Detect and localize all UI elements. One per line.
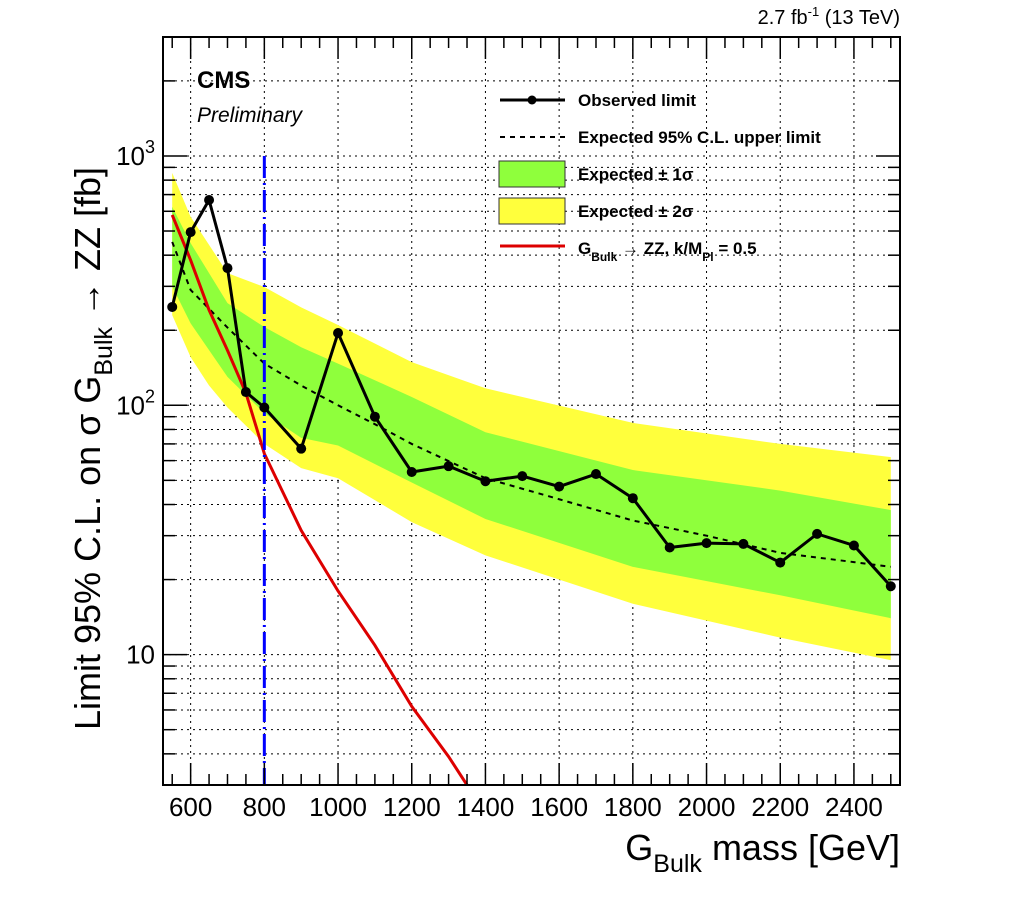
observed-point [296,443,307,454]
cms-label: CMS [197,67,250,94]
x-tick-label: 1200 [383,792,441,822]
observed-point [204,194,215,205]
observed-point [848,540,859,551]
svg-text:Expected ± 2σ: Expected ± 2σ [578,202,694,221]
observed-point [517,471,528,482]
preliminary-label: Preliminary [197,104,304,127]
observed-point [185,227,196,238]
observed-point [885,581,896,592]
x-tick-label: 1400 [457,792,515,822]
legend-band-1sigma: Expected ± 1σ [498,160,694,188]
lumi-label: 2.7 fb-1 (13 TeV) [758,4,900,29]
svg-text:GBulk → ZZ, k/MPl = 0.5: GBulk → ZZ, k/MPl = 0.5 [578,239,757,264]
legend-theory: GBulk → ZZ, k/MPl = 0.5 [500,239,757,264]
observed-point [775,557,786,568]
y-tick-label: 103 [116,137,155,171]
plot-frame [162,36,901,786]
tick-labels: 600 800 1000 1200 1400 1600 1800 2000 2200 2400 10… [116,137,883,822]
observed-point [167,301,178,312]
legend-observed: Observed limit [500,91,696,110]
bands [172,172,891,661]
observed-point [333,327,344,338]
observed-point [590,469,601,480]
legend-expected: Expected 95% C.L. upper limit [500,128,821,147]
theory-line [170,214,469,786]
x-axis-label: GBulk mass [GeV] [625,827,900,878]
expected-line [171,241,891,568]
observed-point [480,476,491,487]
observed-point [259,402,270,413]
observed-point [240,387,251,398]
axes-frame [162,36,901,786]
svg-text:Expected ± 1σ: Expected ± 1σ [578,165,694,184]
x-tick-label: 800 [243,792,286,822]
observed-point [443,461,454,472]
svg-text:Expected 95% C.L. upper limit: Expected 95% C.L. upper limit [578,128,821,147]
observed-point [554,481,565,492]
x-tick-label: 2400 [825,792,883,822]
observed-point [627,493,638,504]
svg-text:Observed limit: Observed limit [578,91,696,110]
observed-point [664,542,675,553]
x-tick-label: 600 [169,792,212,822]
y-axis-label: Limit 95% C.L. on σ GBulk → ZZ [fb] [67,167,118,730]
observed-point [812,528,823,539]
y-tick-label: 102 [116,386,155,420]
x-tick-label: 2200 [751,792,809,822]
x-tick-label: 1000 [309,792,367,822]
band-1sigma [172,206,891,619]
x-tick-label: 1800 [604,792,662,822]
observed-point [369,411,380,422]
observed-point [701,538,712,549]
x-tick-label: 2000 [678,792,736,822]
observed-point [406,467,417,478]
observed-point [738,538,749,549]
legend-band-2sigma: Expected ± 2σ [498,197,694,225]
legend: Observed limit Expected 95% C.L. upper l… [498,91,821,264]
y-tick-label: 10 [126,640,155,670]
observed-point [222,263,233,274]
x-tick-label: 1600 [530,792,588,822]
series-lines [167,155,896,786]
